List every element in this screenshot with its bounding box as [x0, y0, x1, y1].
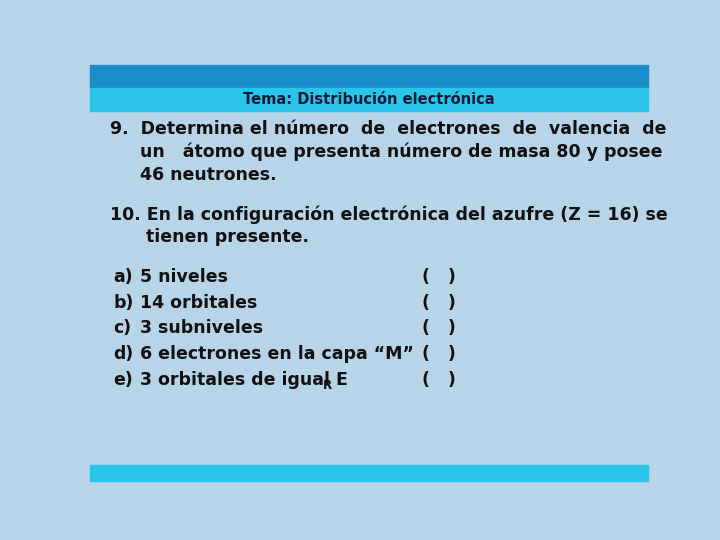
Text: a): a)	[114, 268, 133, 286]
Text: Tema: Distribución electrónica: Tema: Distribución electrónica	[243, 92, 495, 106]
Text: d): d)	[114, 345, 134, 363]
Text: 10. En la configuración electrónica del azufre (Z = 16) se: 10. En la configuración electrónica del …	[109, 205, 667, 224]
Text: 46 neutrones.: 46 neutrones.	[109, 166, 276, 184]
Text: 6 electrones en la capa “M”: 6 electrones en la capa “M”	[140, 345, 414, 363]
Text: (   ): ( )	[422, 294, 456, 312]
FancyBboxPatch shape	[90, 65, 648, 87]
Text: 3 subniveles: 3 subniveles	[140, 320, 264, 338]
Text: 14 orbitales: 14 orbitales	[140, 294, 258, 312]
Text: 5 niveles: 5 niveles	[140, 268, 228, 286]
Text: 3 orbitales de igual E: 3 orbitales de igual E	[140, 371, 348, 389]
Text: (   ): ( )	[422, 268, 456, 286]
Text: un   átomo que presenta número de masa 80 y posee: un átomo que presenta número de masa 80 …	[109, 143, 662, 161]
Text: c): c)	[114, 320, 132, 338]
FancyBboxPatch shape	[90, 465, 648, 481]
Text: (   ): ( )	[422, 371, 456, 389]
Text: 9.  Determina el número  de  electrones  de  valencia  de: 9. Determina el número de electrones de …	[109, 120, 666, 138]
Text: (   ): ( )	[422, 345, 456, 363]
Text: e): e)	[114, 371, 133, 389]
Text: b): b)	[114, 294, 134, 312]
Text: R: R	[323, 379, 333, 392]
Text: (   ): ( )	[422, 320, 456, 338]
FancyBboxPatch shape	[90, 87, 648, 111]
Text: tienen presente.: tienen presente.	[109, 228, 309, 246]
